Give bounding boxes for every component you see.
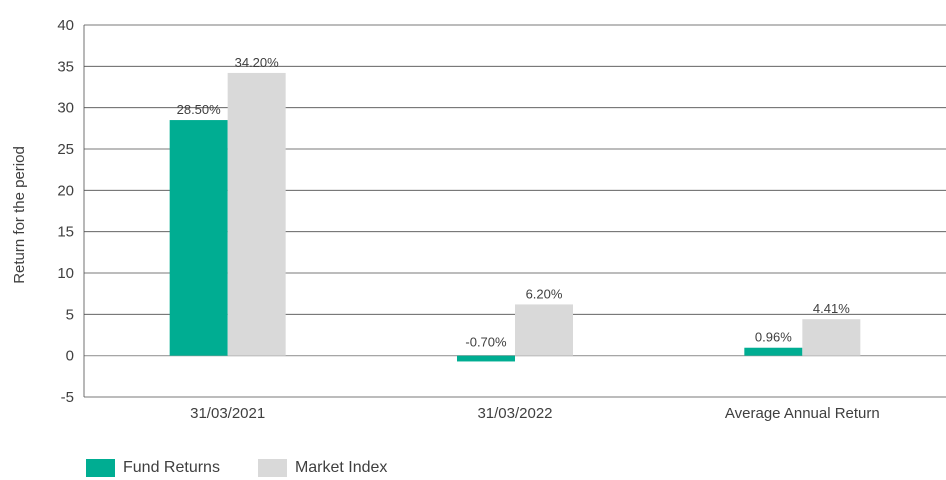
data-labels: 28.50% 34.20% -0.70% 6.20% 0.96% 4.41% [177,55,851,350]
y-tick-label: 15 [57,224,74,241]
legend-label-fund-returns: Fund Returns [123,459,220,476]
y-tick-label: 0 [66,348,74,365]
data-label: 4.41% [813,301,850,316]
y-tick-label: 20 [57,182,74,199]
bar-market-index [227,72,286,356]
y-tick-label: -5 [61,389,74,406]
y-tick-label: 5 [66,306,74,323]
x-axis-categories: 31/03/2021 31/03/2022 Average Annual Retur… [190,405,880,422]
legend: Fund Returns Market Index [86,459,425,477]
x-category-label: 31/03/2022 [477,405,552,422]
bar-fund-returns [744,347,803,356]
data-label: 28.50% [177,102,222,117]
bar-fund-returns [457,355,515,362]
bar-market-index [802,319,861,356]
y-tick-label: 25 [57,141,74,158]
data-label: 34.20% [235,55,280,70]
x-category-label: Average Annual Return [725,405,880,422]
data-label: 0.96% [755,330,792,345]
y-tick-label: 35 [57,58,74,75]
y-tick-label: 10 [57,265,74,282]
legend-item-market-index: Market Index [257,459,388,477]
y-axis-ticks: 40 35 30 25 20 15 10 5 0 -5 [57,17,74,406]
bar-market-index [515,304,573,356]
legend-label-market-index: Market Index [294,459,388,476]
x-category-label: 31/03/2021 [190,405,265,422]
data-label: -0.70% [465,335,507,350]
y-axis-label: Return for the period [11,146,28,284]
bar-fund-returns [169,120,228,356]
data-label: 6.20% [526,286,563,301]
bars [169,72,861,362]
legend-swatch-market-index [257,459,287,477]
legend-item-fund-returns: Fund Returns [86,459,220,477]
legend-swatch-fund-returns [86,459,115,477]
y-tick-label: 30 [57,100,74,117]
y-tick-label: 40 [57,17,74,34]
